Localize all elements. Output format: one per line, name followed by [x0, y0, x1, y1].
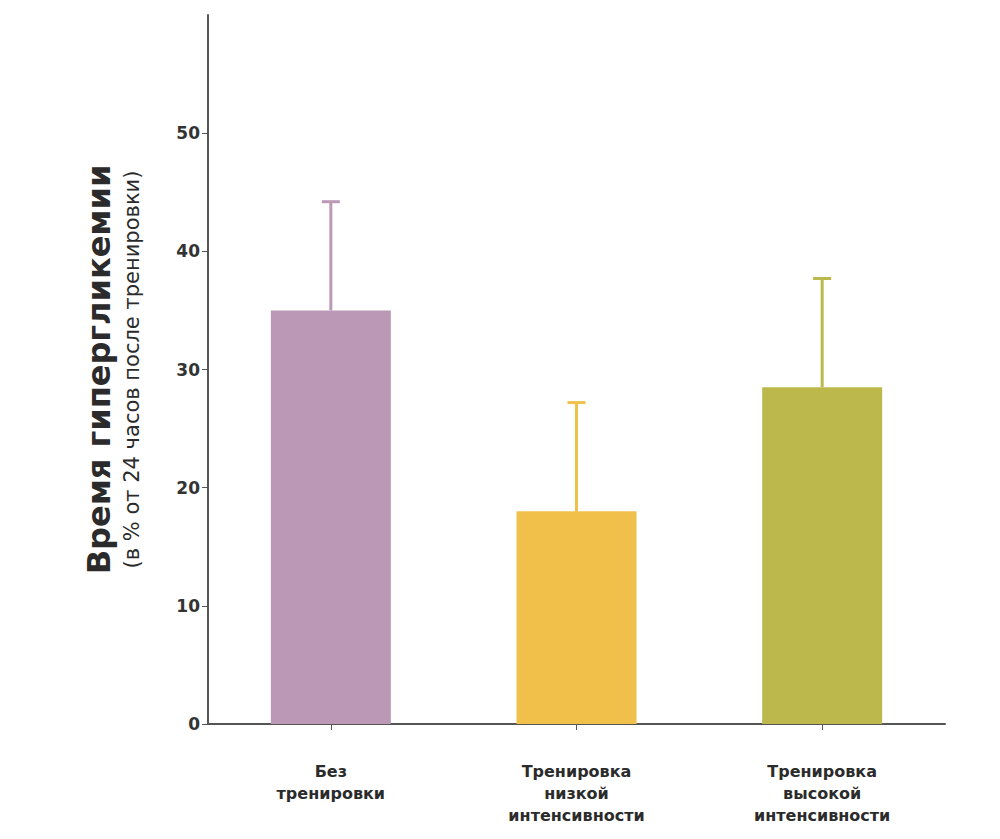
svg-text:низкой: низкой — [544, 784, 609, 803]
svg-text:0: 0 — [188, 714, 200, 734]
svg-text:30: 30 — [176, 360, 200, 380]
svg-text:высокой: высокой — [783, 784, 861, 803]
svg-text:40: 40 — [176, 241, 200, 261]
svg-text:Тренировка: Тренировка — [522, 762, 632, 781]
svg-text:20: 20 — [176, 478, 200, 498]
svg-text:интенсивности: интенсивности — [754, 806, 890, 825]
svg-text:(в % от 24 часов после трениро: (в % от 24 часов после тренировки) — [120, 171, 144, 569]
svg-text:Без: Без — [315, 762, 347, 781]
svg-text:50: 50 — [176, 123, 200, 143]
svg-text:интенсивности: интенсивности — [508, 806, 644, 825]
svg-text:Тренировка: Тренировка — [767, 762, 877, 781]
svg-text:тренировки: тренировки — [277, 784, 385, 803]
svg-text:10: 10 — [176, 596, 200, 616]
svg-text:Время гипергликемии: Время гипергликемии — [80, 165, 118, 575]
